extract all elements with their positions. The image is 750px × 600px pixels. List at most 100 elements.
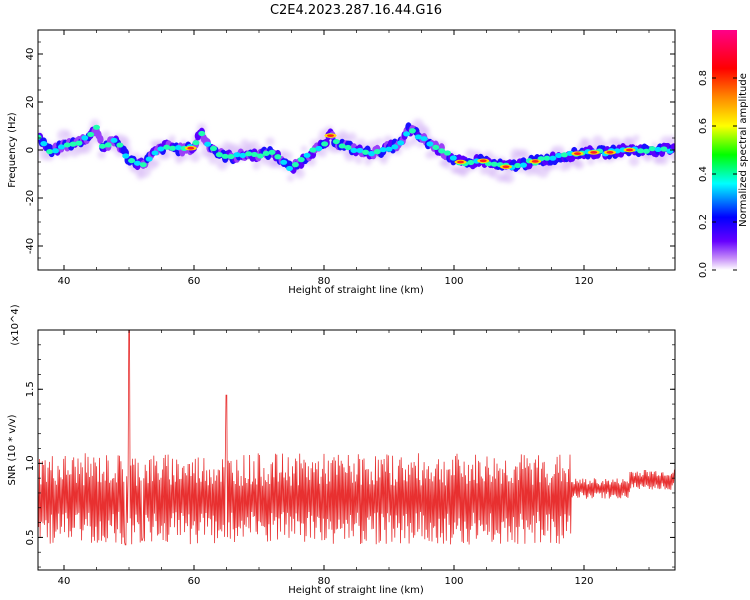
spectrogram-hot-core xyxy=(590,151,598,154)
spectrogram-peak-blob xyxy=(110,137,118,143)
spectrogram-hot-core xyxy=(606,151,614,154)
spectrogram-peak-blob xyxy=(81,135,89,141)
spectrogram-peak-blob xyxy=(280,159,288,165)
spectrogram-peak-blob xyxy=(297,157,305,163)
spectrogram-halo-blob xyxy=(503,172,515,184)
spectrogram-peak-blob xyxy=(561,152,568,158)
spectrogram-peak-blob xyxy=(87,131,95,138)
spectrogram-x-tick-label: 120 xyxy=(574,276,593,287)
spectrogram-peak-blob xyxy=(163,144,171,150)
spectrogram-peak-blob xyxy=(432,144,440,151)
snr-ticks: 40 60 80 100 120 0.5 1.0 1.5 xyxy=(25,330,675,587)
spectrogram-peak-blob xyxy=(128,157,136,164)
spectrogram-y-label: Frequency (Hz) xyxy=(7,112,18,188)
spectrogram-x-tick-label: 40 xyxy=(58,276,71,287)
spectrogram-peak-blob xyxy=(315,145,323,152)
spectrogram-peak-blob xyxy=(52,148,60,154)
spectrogram-halo-blob xyxy=(164,152,171,159)
spectrogram-y-tick-label: 20 xyxy=(25,96,36,109)
snr-x-tick-label: 80 xyxy=(318,576,331,587)
colorbar-gradient xyxy=(712,30,737,270)
spectrogram-peak-blob xyxy=(367,151,375,157)
spectrogram-halo-blob xyxy=(591,135,604,147)
colorbar: 0.0 0.2 0.4 0.6 0.8 Normalized spectral ampl… xyxy=(698,30,749,278)
snr-y-tick-label: 1.0 xyxy=(25,455,36,471)
spectrogram-y-tick-label: 40 xyxy=(25,48,36,61)
colorbar-label: Normalized spectral amplitude xyxy=(738,73,749,227)
spectrogram-halo-blob xyxy=(168,135,176,142)
spectrogram-halo-blob xyxy=(102,130,111,139)
spectrogram-halo-blob xyxy=(520,150,530,159)
spectrogram-peak-blob xyxy=(227,153,235,160)
spectrogram-y-tick-label: 0 xyxy=(25,147,36,153)
spectrogram-halo-blob xyxy=(632,134,640,142)
spectrogram-x-tick-label: 60 xyxy=(188,276,201,287)
colorbar-tick-label: 0.2 xyxy=(698,214,709,230)
spectrogram-peak-blob xyxy=(385,146,393,152)
spectrogram-peak-blob xyxy=(215,152,223,158)
spectrogram-peak-blob xyxy=(654,146,662,153)
spectrogram-peak-blob xyxy=(344,144,352,151)
spectrogram-peak-blob xyxy=(210,145,217,152)
spectrogram-peak-blob xyxy=(157,146,165,152)
spectrogram-peak-blob xyxy=(426,141,434,147)
spectrogram-peak-blob xyxy=(391,144,399,150)
spectrogram-peak-blob xyxy=(98,143,106,149)
spectrogram-peak-blob xyxy=(403,131,411,137)
spectrogram-halo-blob xyxy=(574,159,585,170)
spectrogram-peak-blob xyxy=(233,152,241,158)
spectrogram-peak-blob xyxy=(332,138,340,145)
snr-plot-area xyxy=(38,330,675,570)
spectrogram-halo-blob xyxy=(248,140,260,151)
spectrogram-peak-blob xyxy=(309,147,317,153)
spectrogram-peak-blob xyxy=(362,149,370,155)
spectrogram-peak-blob xyxy=(490,161,498,167)
spectrogram-hot-core xyxy=(187,146,195,150)
spectrogram-peak-blob xyxy=(40,141,48,147)
snr-x-tick-label: 100 xyxy=(444,576,463,587)
spectrogram-peak-blob xyxy=(169,145,177,151)
spectrogram-peak-blob xyxy=(122,153,130,159)
spectrogram-peak-blob xyxy=(408,128,416,134)
spectrogram-peak-blob xyxy=(514,162,522,169)
spectrogram-peak-blob xyxy=(75,140,83,146)
snr-y-scale-label: (x10^4) xyxy=(10,304,21,345)
spectrogram-halo-blob xyxy=(300,145,308,153)
spectrogram-peak-blob xyxy=(221,153,229,159)
snr-y-tick-label: 0.5 xyxy=(25,529,36,545)
spectrogram-peak-blob xyxy=(145,156,153,162)
spectrogram-panel: 40 60 80 100 120 40 20 0 -20 -40 Height of straig… xyxy=(7,29,676,296)
snr-series-line xyxy=(38,330,675,546)
spectrogram-peak-blob xyxy=(57,144,65,150)
spectrogram-hot-core xyxy=(327,134,334,138)
spectrogram-halo-blob xyxy=(60,149,70,159)
spectrogram-peak-blob xyxy=(637,148,645,154)
spectrogram-halo-blob xyxy=(252,161,261,170)
spectrogram-hot-core xyxy=(574,152,581,156)
spectrogram-halo-blob xyxy=(417,142,424,149)
spectrogram-halo-blob xyxy=(443,161,452,170)
snr-y-label: SNR (10 * v/v) xyxy=(7,414,18,485)
spectrogram-halo-blob xyxy=(97,150,106,159)
colorbar-tick-label: 0.0 xyxy=(698,262,709,278)
spectrogram-peak-blob xyxy=(467,159,475,166)
spectrogram-halo-blob xyxy=(64,130,72,138)
spectrogram-peak-blob xyxy=(549,155,557,161)
spectrogram-peak-blob xyxy=(642,148,650,154)
spectrogram-peak-blob xyxy=(520,162,528,168)
spectrogram-halo-blob xyxy=(182,154,189,161)
colorbar-tick-label: 0.4 xyxy=(698,166,709,182)
spectrogram-halo-blob xyxy=(265,137,275,147)
spectrogram-marks xyxy=(38,118,675,184)
spectrogram-halo-blob xyxy=(189,151,201,163)
spectrogram-peak-blob xyxy=(444,150,451,156)
spectrogram-peak-blob xyxy=(262,150,270,157)
spectrogram-peak-blob xyxy=(666,148,674,154)
snr-panel: 40 60 80 100 120 0.5 1.0 1.5 Height of straight… xyxy=(7,304,676,596)
spectrogram-peak-blob xyxy=(139,162,147,168)
spectrogram-peak-blob xyxy=(38,134,42,140)
snr-x-tick-label: 40 xyxy=(58,576,71,587)
spectrogram-halo-blob xyxy=(138,165,151,178)
spectrogram-x-label: Height of straight line (km) xyxy=(288,285,424,296)
spectrogram-peak-blob xyxy=(286,165,294,172)
